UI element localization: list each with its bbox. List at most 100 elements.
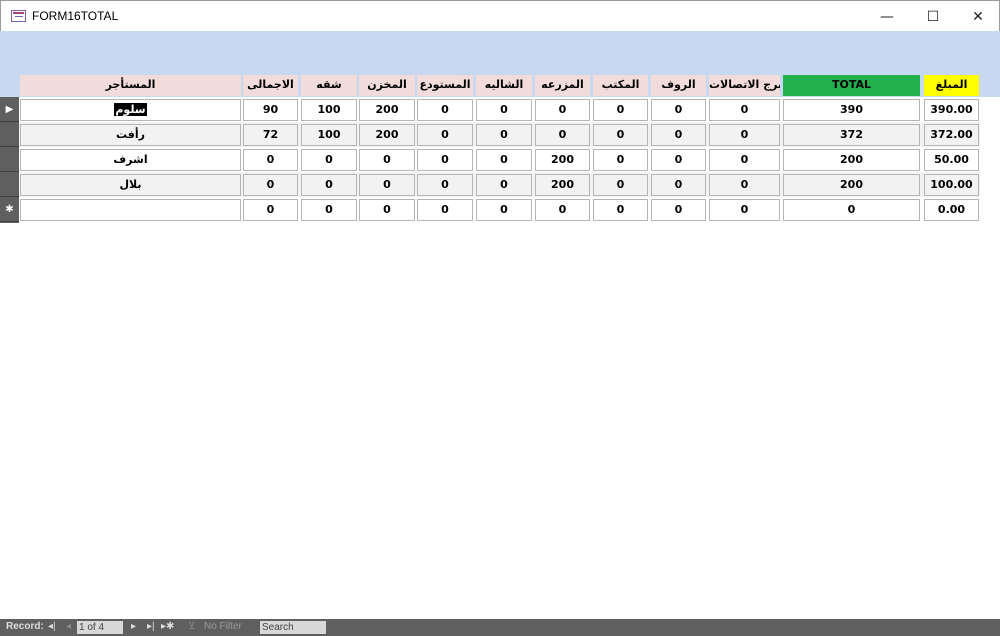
cell-office[interactable]: 0: [593, 124, 648, 146]
cell-value: 0: [383, 153, 391, 166]
cell-apartment[interactable]: 0: [301, 199, 357, 221]
column-header-amount[interactable]: المبلغ: [924, 75, 979, 96]
cell-amount[interactable]: 100.00: [924, 174, 979, 196]
cell-total-sum[interactable]: 0: [243, 149, 298, 171]
cell-telecom-tower[interactable]: 0: [709, 99, 780, 121]
first-record-button[interactable]: ◂|: [48, 621, 56, 632]
cell-farm[interactable]: 0: [535, 124, 590, 146]
cell-apartment[interactable]: 100: [301, 124, 357, 146]
column-header-store[interactable]: المخزن: [359, 75, 415, 96]
cell-amount[interactable]: 0.00: [924, 199, 979, 221]
cell-roof[interactable]: 0: [651, 149, 706, 171]
cell-store[interactable]: 200: [359, 99, 415, 121]
column-header-telecom-tower[interactable]: برج الاتصالات: [709, 75, 780, 96]
table-row: اشرف 0 0 0 0 0 200 0 0 0 200 50.00: [19, 147, 980, 172]
column-header-total-sum[interactable]: الاجمالى: [243, 75, 298, 96]
current-record-field[interactable]: 1 of 4: [77, 621, 123, 634]
cell-telecom-tower[interactable]: 0: [709, 149, 780, 171]
cell-store[interactable]: 200: [359, 124, 415, 146]
cell-amount[interactable]: 390.00: [924, 99, 979, 121]
cell-warehouse[interactable]: 0: [417, 149, 473, 171]
cell-chalet[interactable]: 0: [476, 124, 532, 146]
cell-apartment[interactable]: 0: [301, 149, 357, 171]
column-header-total[interactable]: TOTAL: [783, 75, 920, 96]
cell-telecom-tower[interactable]: 0: [709, 174, 780, 196]
cell-value: 0: [674, 178, 683, 191]
cell-chalet[interactable]: 0: [476, 149, 532, 171]
close-button[interactable]: ✕: [972, 8, 984, 25]
cell-warehouse[interactable]: 0: [417, 174, 473, 196]
cell-value: 200: [840, 178, 863, 191]
cell-roof[interactable]: 0: [651, 99, 706, 121]
cell-total-sum[interactable]: 90: [243, 99, 298, 121]
cell-total-sum[interactable]: 72: [243, 124, 298, 146]
cell-tenant[interactable]: رأفت: [20, 124, 241, 146]
cell-chalet[interactable]: 0: [476, 99, 532, 121]
next-record-button[interactable]: ▸: [131, 621, 137, 632]
cell-tenant[interactable]: سلوم: [20, 99, 241, 121]
column-header-tenant[interactable]: المستأجر: [20, 75, 241, 96]
cell-value: 0: [558, 203, 567, 216]
cell-tenant[interactable]: [20, 199, 241, 221]
cell-office[interactable]: 0: [593, 174, 648, 196]
cell-total-sum[interactable]: 0: [243, 174, 298, 196]
cell-value: 0: [500, 153, 508, 166]
cell-chalet[interactable]: 0: [476, 199, 532, 221]
cell-store[interactable]: 0: [359, 149, 415, 171]
column-header-farm[interactable]: المزرعه: [535, 75, 590, 96]
cell-office[interactable]: 0: [593, 99, 648, 121]
cell-total-sum[interactable]: 0: [243, 199, 298, 221]
last-record-button[interactable]: ▸|: [147, 621, 155, 632]
maximize-button[interactable]: ☐: [926, 8, 940, 25]
cell-office[interactable]: 0: [593, 149, 648, 171]
cell-amount[interactable]: 50.00: [924, 149, 979, 171]
column-header-roof[interactable]: الروف: [651, 75, 706, 96]
search-input[interactable]: Search: [260, 621, 326, 634]
cell-value: 0: [847, 203, 856, 216]
record-selector[interactable]: [0, 147, 19, 172]
cell-tenant[interactable]: بلال: [20, 174, 241, 196]
record-selector[interactable]: [0, 172, 19, 197]
cell-amount[interactable]: 372.00: [924, 124, 979, 146]
cell-value: 72: [262, 128, 279, 141]
cell-roof[interactable]: 0: [651, 199, 706, 221]
cell-total[interactable]: 390: [783, 99, 920, 121]
cell-store[interactable]: 0: [359, 199, 415, 221]
cell-warehouse[interactable]: 0: [417, 124, 473, 146]
cell-farm[interactable]: 0: [535, 99, 590, 121]
cell-office[interactable]: 0: [593, 199, 648, 221]
cell-apartment[interactable]: 100: [301, 99, 357, 121]
cell-total[interactable]: 372: [783, 124, 920, 146]
cell-farm[interactable]: 0: [535, 199, 590, 221]
column-header-chalet[interactable]: الشاليه: [476, 75, 532, 96]
record-selector[interactable]: [0, 122, 19, 147]
cell-tenant[interactable]: اشرف: [20, 149, 241, 171]
cell-value: 0: [558, 128, 567, 141]
cell-total[interactable]: 200: [783, 174, 920, 196]
cell-roof[interactable]: 0: [651, 124, 706, 146]
cell-apartment[interactable]: 0: [301, 174, 357, 196]
cell-warehouse[interactable]: 0: [417, 99, 473, 121]
cell-telecom-tower[interactable]: 0: [709, 199, 780, 221]
cell-farm[interactable]: 200: [535, 174, 590, 196]
table-row: بلال 0 0 0 0 0 200 0 0 0 200 100.00: [19, 172, 980, 197]
cell-store[interactable]: 0: [359, 174, 415, 196]
cell-telecom-tower[interactable]: 0: [709, 124, 780, 146]
cell-warehouse[interactable]: 0: [417, 199, 473, 221]
cell-total[interactable]: 200: [783, 149, 920, 171]
column-header-office[interactable]: المكتب: [593, 75, 648, 96]
column-header-warehouse[interactable]: المستودع: [417, 75, 473, 96]
minimize-button[interactable]: —: [880, 8, 894, 25]
new-record-button[interactable]: ▸✱: [161, 621, 175, 632]
previous-record-button[interactable]: ◂: [66, 621, 72, 632]
cell-value: 200: [375, 103, 399, 116]
cell-roof[interactable]: 0: [651, 174, 706, 196]
record-selector[interactable]: ▶: [0, 97, 19, 122]
cell-chalet[interactable]: 0: [476, 174, 532, 196]
cell-total[interactable]: 0: [783, 199, 920, 221]
cell-value: 0: [266, 178, 275, 191]
record-selector[interactable]: ✱: [0, 197, 19, 222]
no-filter-button[interactable]: No Filter: [204, 621, 242, 632]
column-header-apartment[interactable]: شقه: [301, 75, 357, 96]
cell-farm[interactable]: 200: [535, 149, 590, 171]
